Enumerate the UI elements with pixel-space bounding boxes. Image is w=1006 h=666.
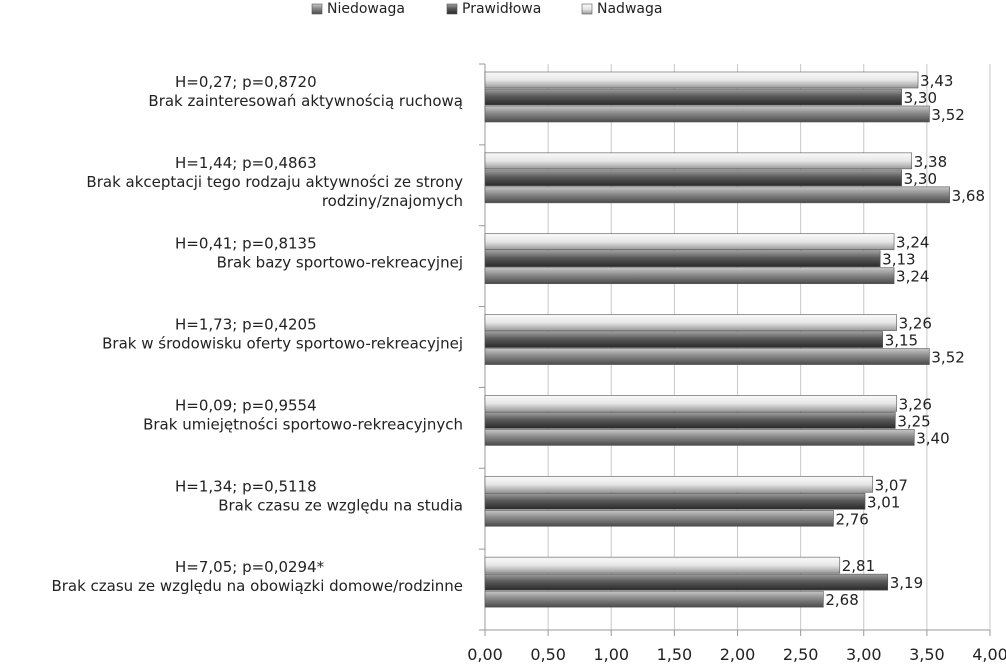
- category-label: Brak w środowisku oferty sportowo-rekrea…: [102, 335, 463, 353]
- data-label: 3,38: [914, 153, 947, 171]
- bar: [484, 186, 950, 204]
- data-label: 3,25: [897, 412, 930, 430]
- legend-swatch: [581, 3, 593, 15]
- category-label: Brak umiejętności sportowo-rekreacyjnych: [143, 415, 463, 433]
- legend: Niedowaga Prawidłowa Nadwaga: [311, 1, 662, 17]
- x-tick-labels: 0,00 0,50 1,00 1,50 2,00 2,50 3,00 3,50 4,00: [467, 645, 1006, 664]
- x-tick-label: 2,50: [783, 645, 819, 664]
- data-label: 3,24: [896, 268, 929, 286]
- data-label: 3,52: [931, 106, 964, 124]
- category-label: Brak bazy sportowo-rekreacyjnej: [217, 254, 463, 272]
- bars: 3,433,303,523,383,303,683,243,133,243,26…: [484, 71, 985, 609]
- data-label: 3,68: [952, 187, 985, 205]
- bar: [484, 233, 895, 251]
- data-label: 2,68: [825, 591, 858, 609]
- bar: [484, 429, 915, 446]
- bar: [484, 590, 824, 608]
- bar: [484, 492, 866, 510]
- x-tick-label: 1,00: [593, 645, 629, 664]
- bar: [484, 348, 930, 365]
- data-label: 3,43: [920, 72, 953, 90]
- bar: [484, 152, 913, 170]
- bar: [484, 509, 834, 527]
- bar: [484, 331, 883, 348]
- x-tick-label: 1,50: [657, 645, 693, 664]
- bar: [484, 412, 896, 429]
- data-label: 3,13: [882, 251, 915, 269]
- category-stat-label: H=0,27; p=0,8720: [175, 73, 317, 91]
- bar: [484, 314, 897, 331]
- data-label: 3,01: [867, 493, 900, 511]
- bar: [484, 71, 919, 89]
- data-label: 3,40: [916, 429, 949, 447]
- bar: [484, 573, 889, 591]
- x-tick-label: 0,00: [467, 645, 503, 664]
- legend-label: Prawidłowa: [462, 1, 541, 17]
- category-stat-label: H=0,41; p=0,8135: [175, 235, 317, 253]
- x-tick-label: 2,00: [720, 645, 756, 664]
- bar: [484, 556, 841, 574]
- data-label: 3,15: [885, 332, 918, 350]
- category-stat-label: H=0,09; p=0,9554: [175, 396, 317, 414]
- category-label: Brak akceptacji tego rodzaju aktywności …: [86, 173, 463, 191]
- data-label: 3,30: [904, 89, 937, 107]
- data-label: 2,76: [835, 510, 868, 528]
- category-stat-label: H=1,34; p=0,5118: [175, 477, 317, 495]
- category-label: Brak czasu ze względu na obowiązki domow…: [51, 577, 463, 595]
- data-label: 2,81: [842, 557, 875, 575]
- bar: [484, 169, 902, 187]
- data-label: 3,26: [899, 395, 932, 413]
- data-label: 3,26: [899, 315, 932, 333]
- bar: [484, 105, 930, 123]
- data-label: 3,30: [904, 170, 937, 188]
- legend-label: Nadwaga: [597, 1, 662, 17]
- category-label: rodziny/znajomych: [322, 192, 463, 210]
- x-tick-label: 4,00: [972, 645, 1006, 664]
- category-stat-label: H=7,05; p=0,0294*: [175, 558, 325, 576]
- bar: [484, 250, 881, 268]
- category-stat-label: H=1,44; p=0,4863: [175, 154, 317, 172]
- bar: [484, 267, 895, 285]
- category-label: Brak zainteresowań aktywnością ruchową: [148, 92, 463, 110]
- bar: [484, 88, 902, 106]
- x-tick-label: 0,50: [530, 645, 566, 664]
- legend-swatch: [311, 3, 323, 15]
- x-tick-label: 3,50: [909, 645, 945, 664]
- category-stat-label: H=1,73; p=0,4205: [175, 316, 317, 334]
- legend-swatch: [446, 3, 458, 15]
- data-label: 3,52: [931, 349, 964, 367]
- legend-label: Niedowaga: [327, 1, 405, 17]
- data-label: 3,19: [890, 574, 923, 592]
- bar: [484, 475, 873, 493]
- bar: [484, 395, 897, 412]
- category-label: Brak czasu ze względu na studia: [218, 496, 463, 514]
- data-label: 3,24: [896, 234, 929, 252]
- data-label: 3,07: [875, 476, 908, 494]
- x-tick-label: 3,00: [846, 645, 882, 664]
